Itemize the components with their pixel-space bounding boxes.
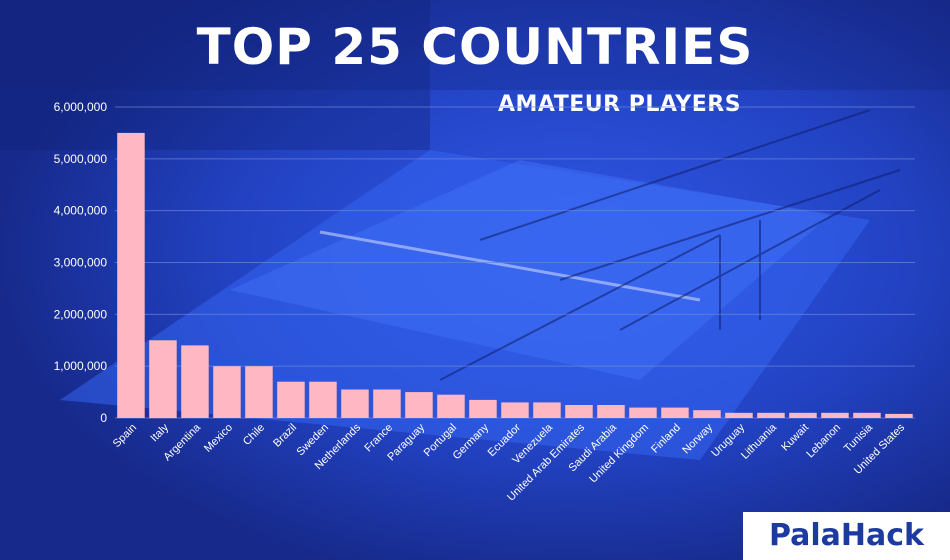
y-tick-label: 6,000,000	[54, 100, 108, 114]
bar-united-states	[885, 413, 913, 418]
x-tick-label: Finland	[649, 422, 683, 456]
bar-spain	[117, 132, 145, 418]
bar-norway	[693, 410, 721, 418]
x-tick-label: Italy	[148, 421, 171, 444]
x-tick-label: Germany	[451, 421, 492, 462]
x-tick-label: Lithuania	[739, 421, 780, 462]
court-net	[319, 230, 701, 302]
bar-tunisia	[853, 412, 881, 418]
bar-kuwait	[789, 412, 817, 418]
y-tick-label: 1,000,000	[54, 359, 108, 373]
bar-venezuela	[533, 402, 561, 418]
bar-finland	[661, 407, 689, 418]
x-tick-label: Lebanon	[804, 422, 843, 461]
y-tick-label: 0	[100, 411, 107, 425]
y-axis-ticks: 0 1,000,000 2,000,000 3,000,000 4,000,000 5,0…	[54, 100, 108, 425]
bar-sweden	[309, 381, 337, 418]
chart-title: TOP 25 COUNTRIES	[196, 18, 754, 76]
logo-badge: PalaHack	[743, 512, 950, 560]
bar-saudi-arabia	[597, 405, 625, 418]
bar-netherlands	[341, 389, 369, 418]
bar-lithuania	[757, 412, 785, 418]
x-tick-label: Mexico	[202, 422, 235, 455]
y-tick-label: 5,000,000	[54, 152, 108, 166]
bar-ecuador	[501, 402, 529, 418]
bar-italy	[149, 340, 177, 419]
bar-argentina	[181, 345, 209, 418]
bar-uruguay	[725, 412, 753, 418]
x-tick-label: Chile	[241, 422, 267, 448]
palahack-logo: PalaHack	[768, 518, 925, 553]
bar-portugal	[437, 394, 465, 418]
chart-subtitle: AMATEUR PLAYERS	[498, 92, 742, 117]
x-tick-label: Spain	[111, 422, 139, 450]
y-tick-label: 4,000,000	[54, 204, 108, 218]
bar-chile	[245, 366, 273, 418]
bar-united-arab-emirates	[565, 405, 593, 418]
bar-lebanon	[821, 412, 849, 418]
y-tick-label: 2,000,000	[54, 307, 108, 321]
x-tick-label: United Kingdom	[587, 422, 651, 486]
bar-germany	[469, 399, 497, 418]
bar-united-kingdom	[629, 407, 657, 418]
bar-brazil	[277, 381, 305, 418]
bars	[117, 132, 913, 419]
bar-france	[373, 389, 401, 418]
x-tick-label: Brazil	[271, 422, 299, 450]
y-tick-label: 3,000,000	[54, 256, 108, 270]
bar-mexico	[213, 366, 241, 418]
bar-paraguay	[405, 392, 433, 418]
